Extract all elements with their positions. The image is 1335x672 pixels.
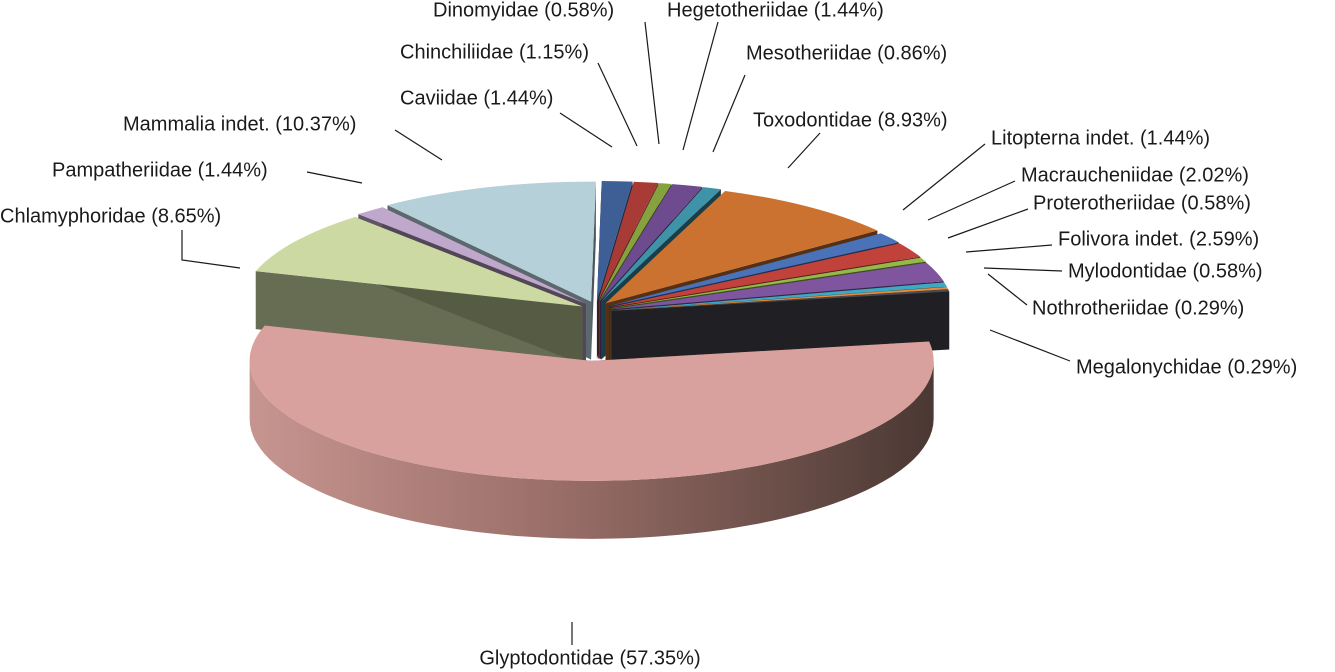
slice-top-caviidae [596,181,633,302]
leader-line-mammalia-indet [394,129,443,161]
leader-line-litopterna-indet [902,143,986,211]
leader-line-mylodontidae [983,267,1063,272]
leader-line-pampatheriidae [306,171,363,184]
label-mylodontidae: Mylodontidae (0.58%) [1068,260,1263,282]
slice-top-nothrotheriidae [611,287,949,311]
leader-line-hegetotheriidae [682,21,719,151]
slice-top-chinchiliidae [598,181,659,302]
label-nothrotheriidae: Nothrotheriidae (0.29%) [1032,297,1244,319]
leader-line-chinchiliidae [597,62,638,147]
leader-line-caviidae [559,112,613,148]
label-glyptodontidae: Glyptodontidae (57.35%) [479,647,700,669]
slice-top-mylodontidae [611,282,947,311]
slice-rim [249,360,934,539]
label-dinomyidae: Dinomyidae (0.58%) [433,0,614,21]
label-caviidae: Caviidae (1.44%) [400,87,553,109]
slice-top-chlamyphoridae [255,216,583,307]
leader-lines [181,21,1071,645]
leader-line-megalonychidae [989,329,1071,362]
label-chlamyphoridae: Chlamyphoridae (8.65%) [0,205,221,227]
label-proterotheriidae: Proterotheriidae (0.58%) [1033,192,1251,214]
label-litopterna-indet: Litopterna indet. (1.44%) [991,127,1210,149]
slice-top-hegetotheriidae [600,184,703,302]
leader-line-nothrotheriidae [987,273,1028,306]
slice-top-dinomyidae [599,183,672,302]
label-folivora-indet: Folivora indet. (2.59%) [1058,228,1259,250]
slice-top-proterotheriidae [610,257,926,309]
leader-line-toxodontidae [787,132,821,169]
slice-top-megalonychidae [611,289,950,311]
slice-wall [591,181,596,360]
slice-top-toxodontidae [605,190,878,304]
slice-top-macraucheniidae [610,243,921,308]
slice-tops [249,181,950,481]
slice-labels: Caviidae (1.44%) Chinchiliidae (1.15%) Din… [0,0,1297,669]
label-mesotheriidae: Mesotheriidae (0.86%) [746,42,947,64]
slice-top-glyptodontidae [249,325,934,481]
leader-line-macraucheniidae [927,180,1016,221]
label-pampatheriidae: Pampatheriidae (1.44%) [52,159,268,181]
leader-line-proterotheriidae [947,208,1029,239]
slice-top-folivora-indet [611,262,944,310]
slice-top-pampatheriidae [358,207,586,304]
slice-top-mesotheriidae [601,187,721,302]
leader-line-folivora-indet [965,244,1053,253]
label-chinchiliidae: Chinchiliidae (1.15%) [400,41,589,63]
label-macraucheniidae: Macraucheniidae (2.02%) [1021,164,1249,186]
slice-wall [255,271,583,365]
label-mammalia-indet: Mammalia indet. (10.37%) [123,113,356,135]
label-hegetotheriidae: Hegetotheriidae (1.44%) [667,0,884,21]
leader-line-mesotheriidae [712,74,746,153]
slice-top-litopterna-indet [609,233,899,307]
label-megalonychidae: Megalonychidae (0.29%) [1076,356,1297,378]
leader-line-dinomyidae [644,21,660,145]
leader-line-chlamyphoridae [181,230,241,269]
label-toxodontidae: Toxodontidae (8.93%) [753,109,948,131]
slice-top-mammalia-indet [387,181,596,302]
